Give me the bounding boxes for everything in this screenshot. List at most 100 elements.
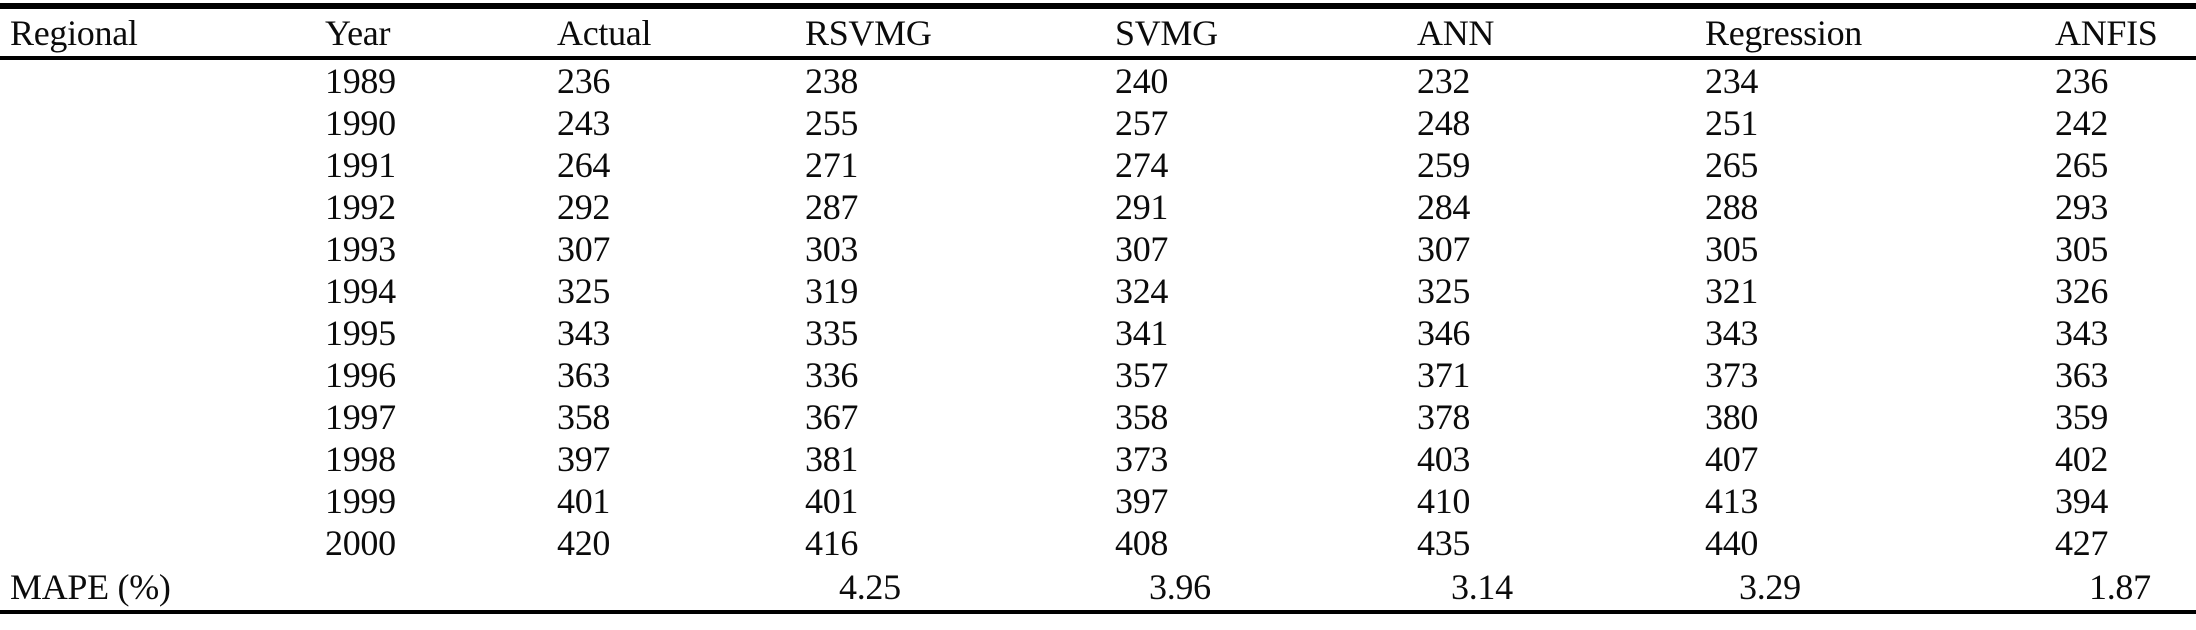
table-row: 1992 292 287 291 284 288 293	[0, 186, 2196, 228]
cell-anfis: 427	[2055, 523, 2109, 563]
regional-forecast-table: Regional Year Actual RSVMG SVMG ANN Regr…	[0, 3, 2196, 614]
cell-year: 1997	[325, 397, 396, 437]
col-header-regional: Regional	[10, 12, 138, 53]
cell-ann: 284	[1417, 187, 1471, 227]
cell-svmg: 373	[1115, 439, 1169, 479]
cell-regression: 288	[1705, 187, 1759, 227]
cell-regional	[0, 480, 325, 522]
cell-anfis: 305	[2055, 229, 2109, 269]
cell-regional	[0, 228, 325, 270]
cell-year: 1992	[325, 187, 396, 227]
mape-value-svmg: 3.96	[1149, 567, 1211, 607]
table-row: 1993 307 303 307 307 305 305	[0, 228, 2196, 270]
header-row: Regional Year Actual RSVMG SVMG ANN Regr…	[0, 6, 2196, 58]
cell-ann: 307	[1417, 229, 1471, 269]
cell-regression: 265	[1705, 145, 1759, 185]
cell-anfis: 363	[2055, 355, 2109, 395]
cell-rsvmg: 381	[805, 439, 859, 479]
cell-ann: 378	[1417, 397, 1471, 437]
cell-regional	[0, 522, 325, 564]
cell-anfis: 326	[2055, 271, 2109, 311]
cell-regional	[0, 186, 325, 228]
cell-regression: 251	[1705, 103, 1759, 143]
col-header-anfis: ANFIS	[2055, 12, 2158, 53]
cell-regional	[0, 144, 325, 186]
col-header-rsvmg: RSVMG	[805, 12, 932, 53]
cell-regional	[0, 438, 325, 480]
cell-year: 1990	[325, 103, 396, 143]
cell-year: 1996	[325, 355, 396, 395]
table-row: 1997 358 367 358 378 380 359	[0, 396, 2196, 438]
cell-anfis: 343	[2055, 313, 2109, 353]
cell-rsvmg: 271	[805, 145, 859, 185]
cell-anfis: 293	[2055, 187, 2109, 227]
mape-value-anfis: 1.87	[2089, 567, 2151, 607]
cell-rsvmg: 367	[805, 397, 859, 437]
cell-rsvmg: 255	[805, 103, 859, 143]
cell-actual: 363	[557, 355, 611, 395]
cell-regression: 305	[1705, 229, 1759, 269]
cell-ann: 248	[1417, 103, 1471, 143]
cell-actual: 358	[557, 397, 611, 437]
col-header-regression: Regression	[1705, 12, 1862, 53]
cell-svmg: 240	[1115, 61, 1169, 101]
cell-svmg: 341	[1115, 313, 1169, 353]
cell-actual: 397	[557, 439, 611, 479]
cell-rsvmg: 287	[805, 187, 859, 227]
cell-actual: 343	[557, 313, 611, 353]
cell-year: 1989	[325, 61, 396, 101]
cell-anfis: 394	[2055, 481, 2109, 521]
cell-anfis: 265	[2055, 145, 2109, 185]
cell-rsvmg: 336	[805, 355, 859, 395]
cell-anfis: 402	[2055, 439, 2109, 479]
cell-regional	[0, 270, 325, 312]
cell-anfis: 242	[2055, 103, 2109, 143]
cell-svmg: 324	[1115, 271, 1169, 311]
cell-ann: 410	[1417, 481, 1471, 521]
cell-year: 1993	[325, 229, 396, 269]
mape-row: MAPE (%) 4.25 3.96 3.14 3.29 1.87	[0, 564, 2196, 612]
cell-ann: 371	[1417, 355, 1471, 395]
cell-year: 1991	[325, 145, 396, 185]
cell-year: 1995	[325, 313, 396, 353]
cell-actual: 307	[557, 229, 611, 269]
cell-svmg: 274	[1115, 145, 1169, 185]
cell-actual: 264	[557, 145, 611, 185]
cell-rsvmg: 319	[805, 271, 859, 311]
cell-regional	[0, 58, 325, 102]
cell-svmg: 291	[1115, 187, 1169, 227]
mape-value-ann: 3.14	[1451, 567, 1513, 607]
cell-regression: 234	[1705, 61, 1759, 101]
mape-cell-actual-empty	[557, 564, 805, 612]
cell-svmg: 358	[1115, 397, 1169, 437]
cell-regional	[0, 102, 325, 144]
col-header-year: Year	[325, 12, 391, 53]
cell-regression: 407	[1705, 439, 1759, 479]
cell-regression: 380	[1705, 397, 1759, 437]
cell-year: 1999	[325, 481, 396, 521]
table-row: 1991 264 271 274 259 265 265	[0, 144, 2196, 186]
table-row: 1999 401 401 397 410 413 394	[0, 480, 2196, 522]
cell-anfis: 236	[2055, 61, 2109, 101]
col-header-ann: ANN	[1417, 12, 1495, 53]
cell-regression: 413	[1705, 481, 1759, 521]
cell-actual: 243	[557, 103, 611, 143]
table-row: 2000 420 416 408 435 440 427	[0, 522, 2196, 564]
cell-ann: 232	[1417, 61, 1471, 101]
mape-cell-year-empty	[325, 564, 557, 612]
cell-regional	[0, 312, 325, 354]
table-row: 1995 343 335 341 346 343 343	[0, 312, 2196, 354]
cell-ann: 403	[1417, 439, 1471, 479]
cell-rsvmg: 335	[805, 313, 859, 353]
cell-year: 2000	[325, 523, 396, 563]
col-header-actual: Actual	[557, 12, 652, 53]
cell-anfis: 359	[2055, 397, 2109, 437]
cell-ann: 259	[1417, 145, 1471, 185]
cell-regional	[0, 396, 325, 438]
cell-ann: 325	[1417, 271, 1471, 311]
mape-value-regression: 3.29	[1739, 567, 1801, 607]
mape-value-rsvmg: 4.25	[839, 567, 901, 607]
table-row: 1998 397 381 373 403 407 402	[0, 438, 2196, 480]
table-row: 1989 236 238 240 232 234 236	[0, 58, 2196, 102]
